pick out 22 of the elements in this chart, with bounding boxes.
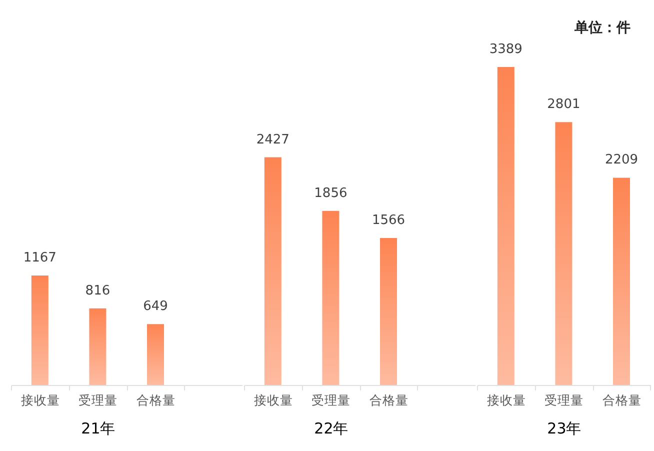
x-tick-label: 受理量 xyxy=(544,392,584,408)
data-label: 2209 xyxy=(604,152,638,168)
data-label: 3389 xyxy=(489,42,522,57)
data-label: 1167 xyxy=(23,250,56,266)
text: 单位：件 xyxy=(573,20,630,36)
x-axis-title: 22年 xyxy=(314,420,348,438)
x-tick-label: 受理量 xyxy=(312,392,351,408)
x-tick-label: 合格量 xyxy=(136,392,176,408)
x-tick-label: 合格量 xyxy=(602,392,642,408)
data-label: 1856 xyxy=(314,186,348,201)
x-tick-label: 接收量 xyxy=(254,392,293,408)
x-tick-label: 接收量 xyxy=(486,392,526,408)
data-label: 2801 xyxy=(547,97,580,112)
data-label: 816 xyxy=(85,283,110,298)
x-axis-title: 23年 xyxy=(547,420,582,438)
x-tick-label: 接收量 xyxy=(20,392,60,408)
data-label: 1566 xyxy=(372,213,406,228)
x-axis-title: 21年 xyxy=(81,420,116,438)
x-tick-label: 合格量 xyxy=(370,392,408,408)
data-label: 649 xyxy=(143,299,168,314)
data-label: 2427 xyxy=(256,132,290,148)
x-tick-label: 受理量 xyxy=(78,392,118,408)
